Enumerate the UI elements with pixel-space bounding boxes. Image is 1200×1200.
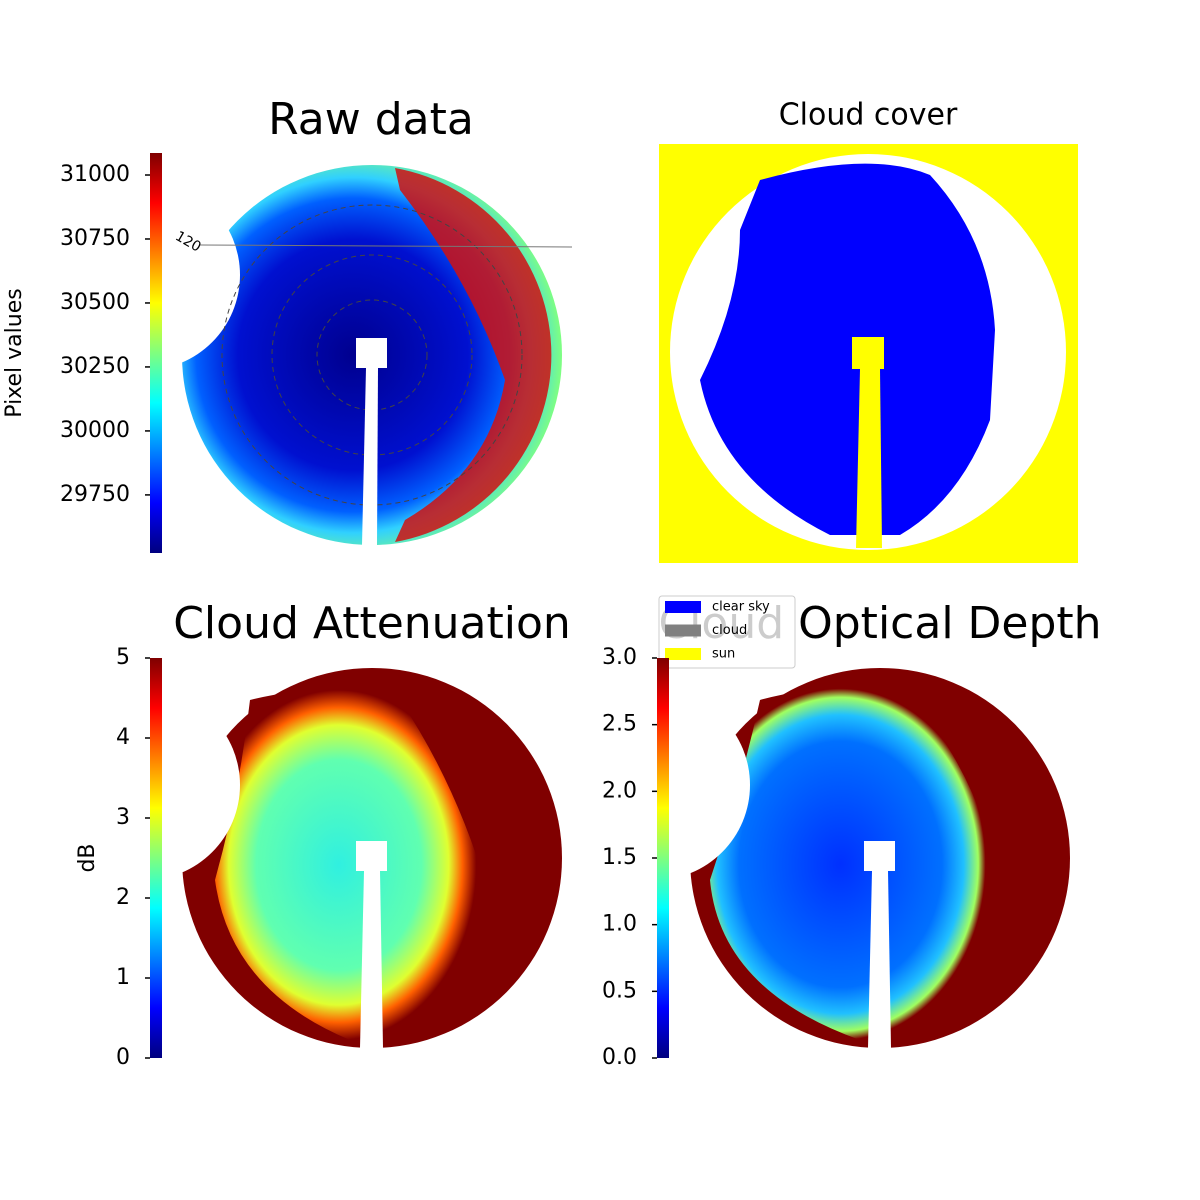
colorbar-tick-label: 30250: [60, 354, 130, 379]
panel-title: Cloud Attenuation: [173, 598, 571, 649]
panel-title: Raw data: [268, 94, 474, 145]
colorbar: [657, 658, 669, 1058]
colorbar-tick-label: 30750: [60, 226, 130, 251]
colorbar-tick-label: 5: [116, 645, 130, 670]
raw-image: [50, 165, 573, 545]
colorbar-tick-label: 0.5: [602, 978, 637, 1003]
colorbar-tick-label: 30000: [60, 418, 130, 443]
colorbar: [150, 658, 162, 1058]
colorbar-tick-label: 29750: [60, 482, 130, 507]
colorbar-tick-label: 3.0: [602, 645, 637, 670]
legend-swatch: [665, 648, 701, 660]
colorbar-tick-label: 3: [116, 805, 130, 830]
colorbar-tick-label: 2.5: [602, 712, 637, 737]
attenuation-image: [50, 668, 562, 1048]
panel-title: Cloud cover: [779, 98, 958, 133]
colorbar-tick-label: 1.0: [602, 912, 637, 937]
legend-swatch: [665, 624, 701, 637]
legend-label: cloud: [712, 623, 747, 638]
colorbar-tick-label: 31000: [60, 162, 130, 187]
optical-depth-image: [560, 668, 1070, 1048]
colorbar-tick-label: 4: [116, 725, 130, 750]
colorbar-label: Pixel values: [2, 288, 27, 417]
colorbar: [150, 153, 162, 553]
cloud-cover-image: [659, 144, 1078, 563]
colorbar-tick-label: 0.0: [602, 1045, 637, 1070]
legend-label: sun: [712, 647, 735, 662]
colorbar-tick-label: 0: [116, 1045, 130, 1070]
colorbar-tick-label: 1: [116, 965, 130, 990]
colorbar-tick-label: 2: [116, 885, 130, 910]
legend-swatch: [665, 601, 701, 613]
colorbar-tick-label: 30500: [60, 290, 130, 315]
colorbar-label: dB: [75, 843, 100, 872]
legend-label: clear sky: [712, 600, 770, 615]
colorbar-tick-label: 2.0: [602, 778, 637, 803]
colorbar-tick-label: 1.5: [602, 845, 637, 870]
